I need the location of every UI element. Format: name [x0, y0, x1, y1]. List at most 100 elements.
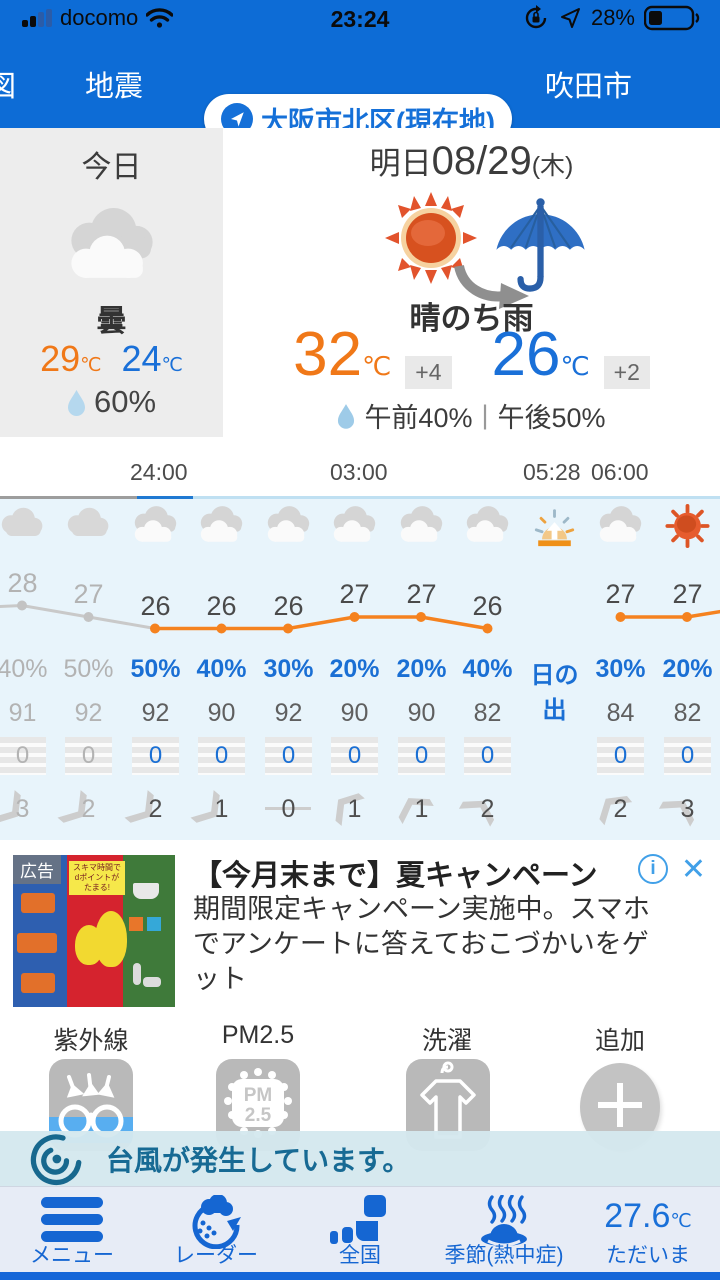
hourly-wind: ❯ 2: [120, 782, 171, 834]
hourly-humidity: 91: [8, 699, 37, 727]
cloud-icon: [395, 503, 448, 549]
tab-suita[interactable]: 吹田市: [545, 71, 633, 103]
hourly-wind: ❯ 2: [584, 783, 636, 834]
cloud-past-icon: [62, 503, 115, 549]
typhoon-icon: [30, 1133, 82, 1185]
hourly-rain-amount: 0: [265, 737, 312, 775]
today-precip: 60%: [0, 384, 223, 420]
raindrop-icon: [338, 403, 355, 429]
today-temps: 29℃ 24℃: [40, 338, 183, 379]
hourly-column: 26 40% 90 0 ❯ 1: [186, 437, 255, 840]
tomorrow-temps: 32℃ +4 26℃ +2: [223, 324, 720, 397]
ad-banner[interactable]: スキマ時間でdポイントがたまる! 広告 【今月末まで】夏キャンペーン 期間限定キ…: [0, 840, 720, 1011]
hourly-temp: 27: [339, 579, 370, 609]
hourly-precip-prob: 日の出: [530, 662, 579, 724]
status-bar: docomo 23:24 28%: [0, 0, 720, 40]
hourly-precip-prob: 30%: [595, 655, 646, 683]
hourly-precip-prob: 20%: [662, 655, 713, 683]
tomorrow-condition: 晴のち雨: [409, 301, 534, 336]
hourly-rain-amount: 0: [65, 737, 112, 775]
hourly-precip-prob: 50%: [130, 655, 181, 683]
time-2400: 24:00: [130, 459, 188, 485]
current-temperature: 27.6℃: [604, 1197, 692, 1235]
hourly-column: 27 30% 84 0 ❯ 2: [584, 437, 654, 840]
hourly-precip-prob: 50%: [63, 655, 114, 683]
hourly-temp: 26: [206, 590, 237, 621]
rotation-lock-icon: [525, 5, 547, 29]
cloud-icon: [129, 503, 182, 549]
today-label: 今日: [81, 151, 142, 184]
location-tab-bar: 地図 地震 大阪市北区(現在地) 吹田市: [0, 40, 720, 144]
cloud-icon: [328, 503, 381, 549]
tab-map[interactable]: 地図: [0, 71, 17, 103]
timeline-divider-light: [193, 496, 720, 499]
tab-earthquake[interactable]: 地震: [85, 71, 144, 103]
timeline-divider: [0, 496, 137, 499]
hourly-humidity: 84: [606, 699, 635, 727]
hourly-rain-amount: 0: [331, 737, 378, 775]
hourly-wind: ❯ 1: [186, 782, 237, 834]
hourly-rain-amount: 0: [132, 737, 179, 775]
nav-current-temp[interactable]: 27.6℃ ただいま: [576, 1187, 720, 1273]
hourly-humidity: 90: [340, 699, 369, 727]
high-diff-badge: +4: [405, 356, 452, 389]
hourly-wind: ❯ 1: [385, 784, 436, 832]
hourly-column: 27 20% 82 0 ❯ 3: [651, 437, 720, 840]
cloud-icon: [461, 503, 514, 549]
nav-menu[interactable]: メニュー: [0, 1187, 144, 1273]
ad-image-caption: スキマ時間でdポイントがたまる!: [69, 861, 125, 895]
nav-season-heatstroke[interactable]: 季節(熱中症): [432, 1187, 576, 1273]
typhoon-alert-banner[interactable]: 台風が発生しています。: [0, 1131, 720, 1186]
hourly-column: 26 50% 92 0 ❯ 2: [120, 437, 189, 840]
tomorrow-forecast-panel: 明日08/29(木): [223, 128, 720, 437]
ad-image[interactable]: スキマ時間でdポイントがたまる! 広告: [13, 855, 175, 1007]
hourly-rain-amount: 0: [398, 737, 445, 775]
umbrella-icon: [496, 198, 585, 292]
ad-title[interactable]: 【今月末まで】夏キャンペーン: [193, 860, 598, 892]
ad-close-icon[interactable]: ✕: [680, 853, 706, 886]
japan-map-icon: [330, 1195, 386, 1244]
sunrise-icon: [528, 503, 581, 549]
hourly-column: 28 40% 91 0 ❯ 3: [0, 437, 56, 840]
menu-icon: [41, 1197, 103, 1242]
hourly-temp: 27: [73, 579, 104, 609]
hourly-humidity: 92: [274, 699, 303, 727]
svg-text:2.5: 2.5: [245, 1105, 272, 1126]
hourly-temp: 28: [7, 567, 38, 598]
battery-icon: [644, 5, 700, 31]
hourly-humidity: 82: [473, 699, 502, 727]
nav-radar[interactable]: レーダー: [144, 1187, 288, 1273]
hourly-temp: 27: [672, 579, 703, 609]
raindrop-icon: [67, 389, 85, 416]
pm25-button[interactable]: PM 2.5: [216, 1059, 300, 1151]
alert-text: 台風が発生しています。: [106, 1144, 411, 1176]
hourly-humidity: 82: [673, 699, 702, 727]
add-label: 追加: [594, 1027, 645, 1055]
hourly-forecast[interactable]: 24:00 03:00 05:28 06:00 28 40% 91 0 ❯ 3 27 50% 9…: [0, 437, 720, 840]
nav-japan[interactable]: 全国: [288, 1187, 432, 1273]
hourly-humidity: 92: [74, 699, 103, 727]
ad-body[interactable]: 期間限定キャンペーン実施中。スマホでアンケートに答えておこづかいをゲット: [193, 894, 650, 994]
signal-strength-icon: [22, 9, 52, 27]
cloud-icon: [195, 503, 248, 549]
hourly-rain-amount: 0: [597, 737, 644, 775]
hourly-column: 26 30% 92 0 0: [255, 437, 322, 840]
today-forecast-panel: 今日 曇 29℃ 24℃ 60%: [0, 128, 223, 437]
home-indicator-bar: [0, 1272, 720, 1280]
tomorrow-precip: 午前40% | 午後50%: [223, 396, 720, 435]
hourly-humidity: 90: [407, 699, 436, 727]
time-sunrise-0528: 05:28: [523, 459, 581, 485]
battery-percent: 28%: [590, 5, 635, 30]
hourly-column: 27 50% 92 0 ❯ 2: [54, 437, 122, 840]
ad-info-icon[interactable]: i: [638, 854, 668, 884]
pm25-label: PM2.5: [221, 1021, 295, 1049]
hourly-background: [0, 499, 720, 840]
hourly-rain-amount: 0: [464, 737, 511, 775]
hourly-wind: 0: [255, 787, 322, 833]
hourly-column: 27 20% 90 0 ❯ 1: [319, 437, 388, 840]
hourly-temp: 27: [605, 579, 636, 609]
hourly-column: 日の出: [521, 437, 588, 840]
hourly-precip-prob: 40%: [196, 655, 247, 683]
hourly-rain-amount: 0: [198, 737, 245, 775]
